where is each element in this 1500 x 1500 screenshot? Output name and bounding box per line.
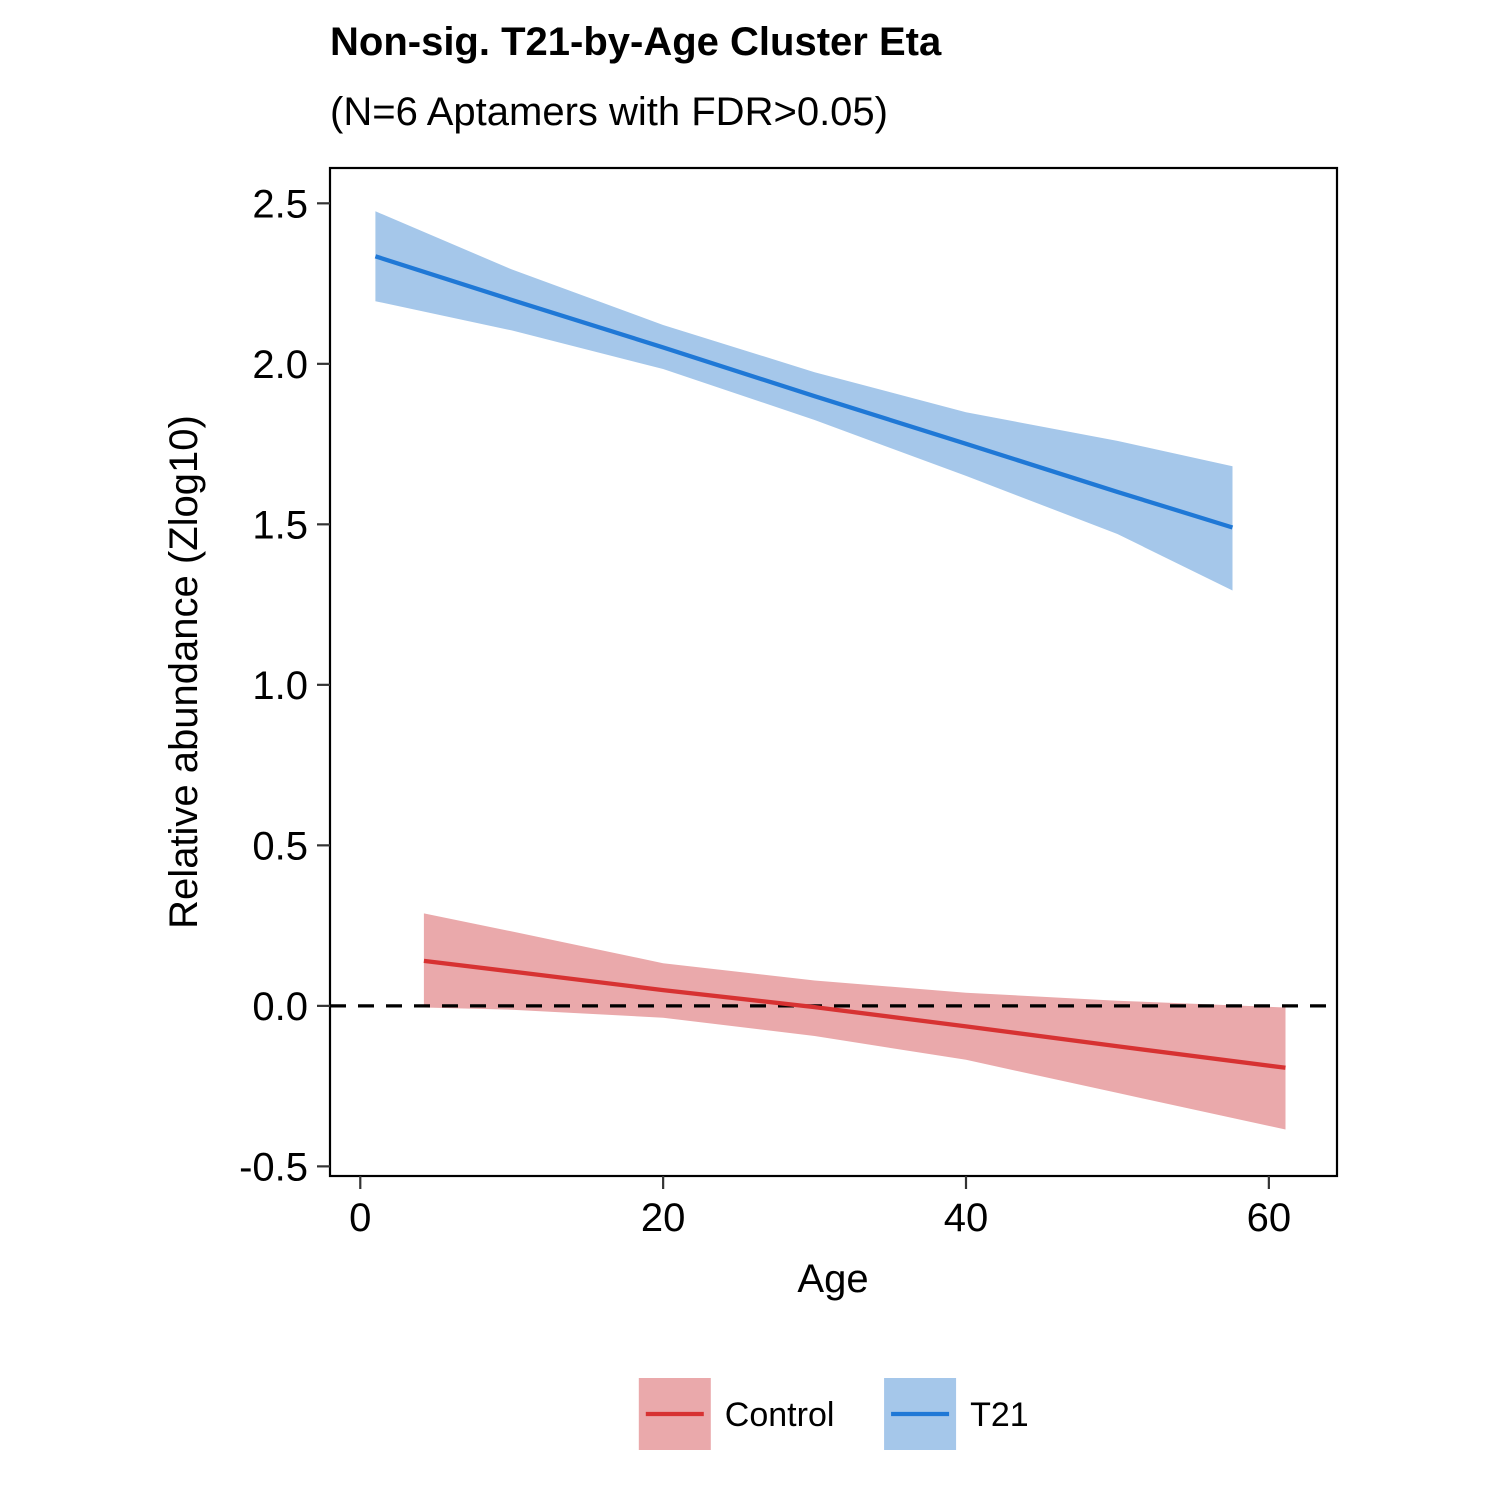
series-lines bbox=[374, 254, 1286, 1070]
legend-item-control: Control bbox=[638, 1378, 835, 1450]
y-tick-label: 2.5 bbox=[252, 182, 308, 226]
x-axis: 0 20 40 60 bbox=[349, 1176, 1291, 1240]
x-axis-label: Age bbox=[797, 1257, 868, 1301]
legend: Control T21 bbox=[638, 1378, 1029, 1450]
x-tick-label: 60 bbox=[1247, 1196, 1292, 1240]
confidence-band-control bbox=[423, 913, 1286, 1130]
x-tick-label: 0 bbox=[349, 1196, 371, 1240]
series-line-t21 bbox=[374, 254, 1234, 530]
legend-item-t21: T21 bbox=[884, 1378, 1029, 1450]
confidence-band-t21 bbox=[375, 211, 1233, 591]
y-tick-label: 0.5 bbox=[252, 824, 308, 868]
x-tick-label: 20 bbox=[641, 1196, 686, 1240]
legend-label: T21 bbox=[970, 1396, 1029, 1434]
y-axis: -0.5 0.0 0.5 1.0 1.5 2.0 2.5 bbox=[239, 182, 330, 1189]
y-tick-label: 0.0 bbox=[252, 985, 308, 1029]
y-tick-label: 1.5 bbox=[252, 503, 308, 547]
series-line-control bbox=[423, 958, 1286, 1070]
y-tick-label: -0.5 bbox=[239, 1145, 308, 1189]
confidence-bands bbox=[375, 211, 1286, 1130]
y-tick-label: 1.0 bbox=[252, 664, 308, 708]
plot-panel-border bbox=[328, 166, 1339, 1178]
legend-label: Control bbox=[725, 1396, 835, 1434]
y-axis-label: Relative abundance (Zlog10) bbox=[162, 415, 206, 929]
chart-title: Non-sig. T21-by-Age Cluster Eta bbox=[330, 20, 942, 64]
x-tick-label: 40 bbox=[944, 1196, 989, 1240]
y-tick-label: 2.0 bbox=[252, 343, 308, 387]
chart-subtitle: (N=6 Aptamers with FDR>0.05) bbox=[330, 90, 888, 134]
